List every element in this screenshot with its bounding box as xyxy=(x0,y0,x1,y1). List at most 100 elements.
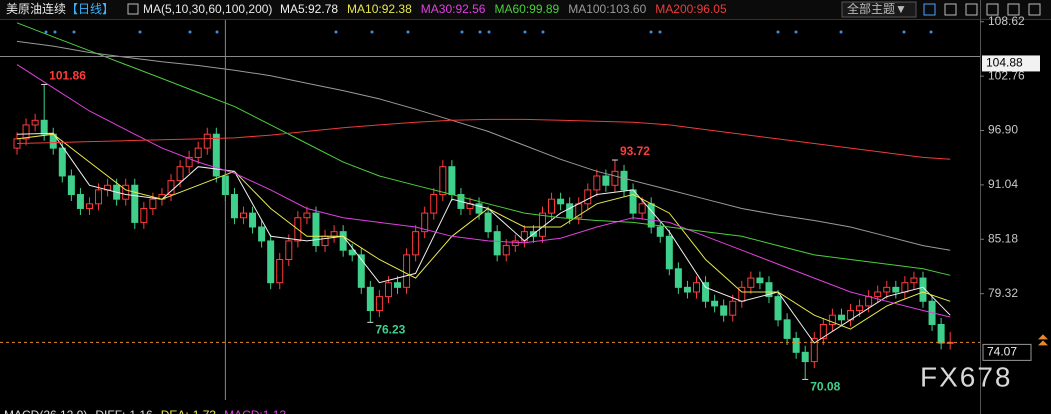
candle-body xyxy=(76,194,84,209)
annotation-label: 70.08 xyxy=(810,380,840,394)
footer-item: DEA:-1.73 xyxy=(161,408,217,414)
watermark: FX678 xyxy=(920,361,1013,392)
annotation-label: 101.86 xyxy=(49,69,86,83)
plot-area: 101.86 93.72 76.23 70.08 xyxy=(0,20,980,400)
event-dot xyxy=(523,30,527,34)
tool-icon[interactable] xyxy=(965,3,978,16)
candle-body xyxy=(95,189,103,205)
event-dot xyxy=(649,30,653,34)
y-tick-label: 102.76 xyxy=(988,68,1025,82)
candle-body xyxy=(421,212,429,233)
candle-body xyxy=(493,231,501,256)
y-tick-label: 108.62 xyxy=(988,14,1025,28)
event-dot xyxy=(839,30,843,34)
candle-body xyxy=(602,175,610,186)
candle-body xyxy=(711,300,719,307)
event-dot xyxy=(658,30,662,34)
event-dot xyxy=(478,30,482,34)
candle-body xyxy=(366,286,374,312)
candle-body xyxy=(194,147,202,158)
legend-entry: MA200:96.05 xyxy=(655,2,727,16)
candle-body xyxy=(212,133,220,177)
candle-body xyxy=(321,235,329,247)
tool-icon[interactable] xyxy=(1028,3,1041,16)
event-dot xyxy=(902,30,906,34)
tool-icon[interactable] xyxy=(986,3,999,16)
event-dot xyxy=(53,30,57,34)
candle-body xyxy=(856,305,864,312)
candle-body xyxy=(330,231,338,237)
ma-line xyxy=(16,22,951,276)
event-dot xyxy=(72,30,76,34)
event-markers xyxy=(44,30,933,34)
candle-body xyxy=(439,166,447,196)
event-dot xyxy=(776,30,780,34)
last-price-box xyxy=(982,343,1032,361)
annotation-label: 93.72 xyxy=(620,144,650,158)
candle-body xyxy=(611,170,619,186)
last-price-label: 74.07 xyxy=(987,345,1017,359)
candle-body xyxy=(285,240,293,261)
crosshair-label: 104.88 xyxy=(986,56,1023,70)
candle-body xyxy=(665,235,673,270)
indicator-label: MA(5,10,30,60,100,200) xyxy=(143,2,272,16)
indicator-icon[interactable] xyxy=(127,3,139,15)
candle-body xyxy=(502,245,510,256)
candle-body xyxy=(783,319,791,339)
candle-body xyxy=(249,212,257,228)
y-tick-label: 79.32 xyxy=(988,286,1018,300)
crosshair-box xyxy=(982,55,1040,72)
candle-body xyxy=(765,282,773,298)
legend-entry: MA100:103.60 xyxy=(568,2,646,16)
candle-body xyxy=(892,286,900,293)
candle-body xyxy=(647,203,655,228)
tool-icon[interactable] xyxy=(1007,3,1020,16)
candle-body xyxy=(792,337,800,353)
candle-body xyxy=(58,147,66,177)
footer: MACD(26,12,9) DIFF:-1.16 DEA:-1.73 MACD:1.1… xyxy=(4,408,286,414)
candle-body xyxy=(638,203,646,214)
candle-body xyxy=(756,277,764,284)
event-dot xyxy=(138,30,142,34)
candle-body xyxy=(258,226,266,242)
ma-line xyxy=(16,133,951,330)
event-dot xyxy=(334,30,338,34)
candle-body xyxy=(584,189,592,205)
candle-body xyxy=(747,277,755,288)
candle-body xyxy=(40,119,48,135)
candle-body xyxy=(828,314,836,325)
candle-body xyxy=(837,314,845,321)
event-dot xyxy=(215,30,219,34)
candle-body xyxy=(874,291,882,298)
candle-body xyxy=(674,268,682,288)
candle-body xyxy=(394,282,402,288)
candle-body xyxy=(475,203,483,214)
candle-body xyxy=(22,124,30,140)
candle-body xyxy=(149,198,157,209)
candle-body xyxy=(656,226,664,237)
theme-menu-box[interactable] xyxy=(841,1,917,18)
y-tick-label: 96.90 xyxy=(988,123,1018,137)
legend-entry: MA5:92.78 xyxy=(280,2,338,16)
candle-body xyxy=(801,351,809,363)
candle-body xyxy=(810,337,818,363)
footer-item: MACD:1.13 xyxy=(224,408,286,414)
candle-body xyxy=(883,286,891,293)
event-dot xyxy=(794,30,798,34)
candle-body xyxy=(593,175,601,191)
tool-icon[interactable] xyxy=(944,3,957,16)
candle-body xyxy=(511,240,519,247)
footer-item: DIFF:-1.16 xyxy=(95,408,153,414)
candle-body xyxy=(167,180,175,196)
candle-body xyxy=(122,184,130,200)
candle-body xyxy=(375,296,383,312)
theme-menu[interactable]: 全部主题▼ xyxy=(847,1,907,16)
candle-body xyxy=(430,194,438,214)
tool-icon[interactable] xyxy=(923,3,936,16)
candle-body xyxy=(548,198,556,214)
candle-body xyxy=(140,207,148,223)
candle-body xyxy=(203,133,211,149)
candle-body xyxy=(176,166,184,182)
